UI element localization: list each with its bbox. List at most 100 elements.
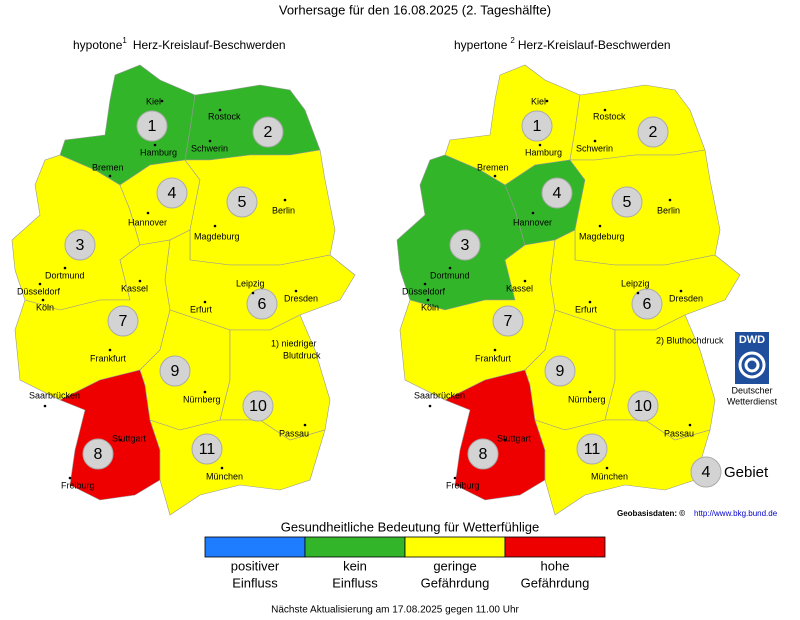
city-label: Passau xyxy=(279,428,309,438)
city-label: Kassel xyxy=(121,283,148,293)
region-number: 3 xyxy=(461,237,470,254)
region-legend-label: Gebiet xyxy=(724,464,769,481)
city-label: Köln xyxy=(421,302,439,312)
city-dot xyxy=(545,99,549,103)
city-dot xyxy=(538,143,542,147)
city-label: Köln xyxy=(36,302,54,312)
region-marker xyxy=(82,438,114,470)
region-marker xyxy=(136,110,168,142)
scale-label: geringe xyxy=(433,558,476,573)
region-number: 5 xyxy=(623,194,632,211)
city-dot xyxy=(448,266,452,270)
region xyxy=(14,239,171,401)
city-label: Hannover xyxy=(128,217,167,227)
region-number: 11 xyxy=(584,441,601,458)
city-dot xyxy=(605,466,609,470)
city-dot xyxy=(588,390,592,394)
region-marker xyxy=(627,390,659,422)
city-label: Erfurt xyxy=(575,304,598,314)
city-label: Schwerin xyxy=(191,143,228,153)
city-label: Dresden xyxy=(669,293,703,303)
city-dot xyxy=(426,298,430,302)
scale-swatch xyxy=(204,536,306,558)
region-marker xyxy=(637,116,669,148)
city-dot xyxy=(153,143,157,147)
city-dot xyxy=(598,224,602,228)
city-dot xyxy=(493,174,497,178)
scale-swatch xyxy=(304,536,406,558)
city-label: Hamburg xyxy=(140,147,177,157)
region-marker xyxy=(541,177,573,209)
city-dot xyxy=(303,423,307,427)
page-title: Vorhersage für den 16.08.2025 (2. Tagesh… xyxy=(279,2,551,17)
city-dot xyxy=(220,466,224,470)
region-marker xyxy=(246,288,278,320)
city-label: Leipzig xyxy=(236,278,265,288)
scale-label: hohe xyxy=(541,558,570,573)
city-label: Saarbrücken xyxy=(414,390,465,400)
city-dot xyxy=(453,476,457,480)
region-number: 3 xyxy=(76,237,85,254)
city-label: Nürnberg xyxy=(183,394,221,404)
region-marker xyxy=(242,390,274,422)
city-label: Passau xyxy=(664,428,694,438)
source-label: Geobasisdaten: © xyxy=(617,509,685,518)
city-label: München xyxy=(591,471,628,481)
map-title-main: hypotone xyxy=(73,38,123,52)
footnote: 2) Bluthochdruck xyxy=(656,335,724,345)
city-dot xyxy=(251,291,255,295)
map-title-sup: 1 xyxy=(122,36,127,45)
city-label: Dortmund xyxy=(45,270,85,280)
city-label: Düsseldorf xyxy=(402,286,446,296)
region-number: 1 xyxy=(148,118,157,135)
city-dot xyxy=(213,224,217,228)
source-link[interactable]: http://www.bkg.bund.de xyxy=(694,509,778,518)
city-dot xyxy=(138,279,142,283)
city-dot xyxy=(108,348,112,352)
city-label: Freiburg xyxy=(61,480,95,490)
scale: positiver Einfluss kein Einfluss geringe Gefä… xyxy=(204,536,606,590)
city-label: Magdeburg xyxy=(194,231,240,241)
region-number: 8 xyxy=(479,446,488,463)
scale-swatch xyxy=(504,536,606,558)
scale-label: kein xyxy=(343,558,367,573)
city-label: Rostock xyxy=(593,111,626,121)
region-marker xyxy=(611,186,643,218)
city-label: Hamburg xyxy=(525,147,562,157)
logo-spiral xyxy=(738,351,766,379)
footnote: 1) niedriger xyxy=(271,338,317,348)
city-label: Hannover xyxy=(513,217,552,227)
scale-label: Gefährdung xyxy=(521,575,590,590)
region-marker xyxy=(64,229,96,261)
city-label: Erfurt xyxy=(190,304,213,314)
map-title-sup: 2 xyxy=(510,36,515,45)
city-label: Dortmund xyxy=(430,270,470,280)
city-label: Bremen xyxy=(92,162,124,172)
map-subtitle: Herz-Kreislauf-Beschwerden xyxy=(518,38,671,52)
region-number: 6 xyxy=(643,296,652,313)
city-label: Düsseldorf xyxy=(17,286,61,296)
region-legend-number: 4 xyxy=(702,464,711,481)
city-dot xyxy=(531,211,535,215)
city-dot xyxy=(636,291,640,295)
region xyxy=(569,149,721,266)
logo-caption: Wetterdienst xyxy=(727,396,778,406)
city-dot xyxy=(68,476,72,480)
region-marker xyxy=(252,116,284,148)
scale-label: Einfluss xyxy=(332,575,378,590)
region-marker xyxy=(631,288,663,320)
region-number: 4 xyxy=(168,185,177,202)
region-number: 4 xyxy=(553,185,562,202)
region-marker xyxy=(521,110,553,142)
city-dot xyxy=(493,348,497,352)
region-marker xyxy=(467,438,499,470)
city-label: Kassel xyxy=(506,283,533,293)
map-subtitle: Herz-Kreislauf-Beschwerden xyxy=(133,38,286,52)
city-label: Freiburg xyxy=(446,480,480,490)
footer: Nächste Aktualisierung am 17.08.2025 geg… xyxy=(271,605,519,616)
region-number: 2 xyxy=(264,124,273,141)
city-label: Stuttgart xyxy=(112,433,147,443)
city-label: Frankfurt xyxy=(475,353,512,363)
region-number: 9 xyxy=(556,363,565,380)
scale-swatch xyxy=(404,536,506,558)
